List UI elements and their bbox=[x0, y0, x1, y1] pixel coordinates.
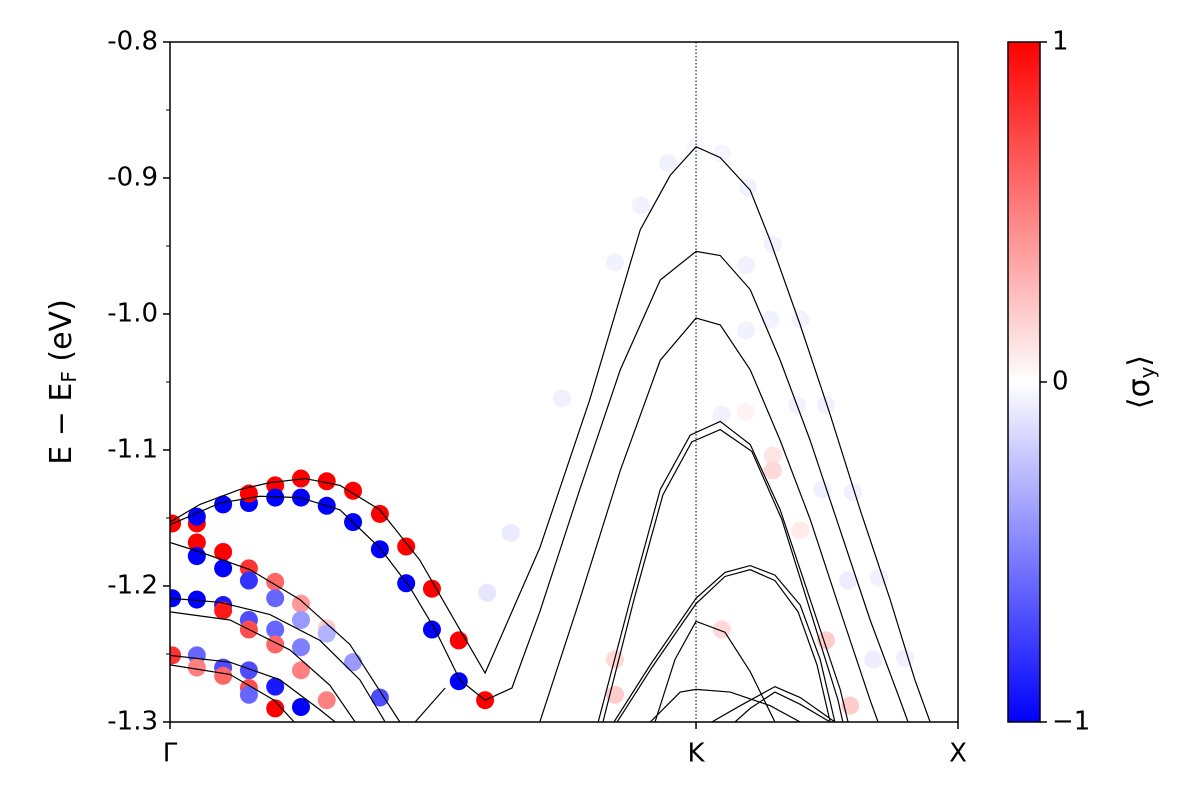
band-line bbox=[539, 317, 879, 722]
band-line bbox=[649, 688, 801, 722]
spin-dot bbox=[422, 620, 441, 639]
spin-dot bbox=[843, 483, 862, 502]
spin-dot bbox=[214, 495, 233, 514]
spin-dot bbox=[864, 650, 883, 669]
spin-dot bbox=[763, 235, 782, 254]
spin-dot bbox=[291, 594, 310, 613]
spin-dot bbox=[291, 661, 310, 680]
band-line bbox=[170, 664, 295, 722]
spin-dot bbox=[187, 658, 206, 677]
spin-dot bbox=[552, 389, 571, 408]
band-line bbox=[616, 569, 831, 722]
spin-dot bbox=[170, 646, 182, 665]
spin-dot bbox=[317, 624, 336, 643]
y-tick-label: -0.9 bbox=[107, 163, 158, 193]
spin-dot bbox=[501, 523, 520, 542]
spin-dot bbox=[266, 699, 285, 718]
colorbar-tick-label: −1 bbox=[1052, 707, 1090, 737]
spin-dot bbox=[870, 568, 889, 587]
band-line bbox=[170, 597, 386, 722]
colorbar-tick-label: 1 bbox=[1052, 27, 1069, 57]
colorbar bbox=[1007, 41, 1041, 723]
band-line bbox=[597, 420, 849, 722]
spin-dot bbox=[813, 480, 832, 499]
colorbar-tick-label: 0 bbox=[1052, 367, 1069, 397]
y-axis-label: E − EF (eV) bbox=[44, 299, 81, 465]
spin-dot bbox=[422, 579, 441, 598]
plot-frame bbox=[169, 41, 959, 723]
spin-dot bbox=[712, 405, 731, 424]
spin-dot bbox=[266, 572, 285, 591]
spin-dot bbox=[397, 537, 416, 556]
spin-dot bbox=[761, 310, 780, 329]
spin-dot bbox=[370, 504, 389, 523]
spin-dot bbox=[187, 547, 206, 566]
band-line bbox=[170, 611, 356, 722]
spin-dot bbox=[839, 571, 858, 590]
band-line bbox=[654, 620, 776, 722]
spin-dot bbox=[170, 514, 182, 533]
plot-area bbox=[170, 137, 931, 722]
spin-dot bbox=[239, 661, 258, 680]
spin-dot bbox=[737, 256, 756, 275]
colorbar-label: ⟨σy⟩ bbox=[1122, 355, 1159, 409]
spin-dot bbox=[266, 620, 285, 639]
spin-dot bbox=[214, 666, 233, 685]
spin-dot bbox=[214, 543, 233, 561]
spin-dot bbox=[816, 396, 835, 415]
spin-dot bbox=[266, 677, 285, 696]
spin-dot bbox=[214, 559, 233, 578]
spin-dot bbox=[449, 672, 468, 691]
spin-dot bbox=[606, 253, 625, 272]
spin-dot bbox=[478, 583, 497, 602]
band-line bbox=[414, 687, 446, 722]
spin-dot bbox=[631, 196, 650, 215]
spin-dot bbox=[737, 321, 756, 340]
spin-dot bbox=[737, 402, 756, 421]
spin-dot bbox=[449, 631, 468, 650]
x-tick-label: X bbox=[949, 739, 967, 769]
band-line bbox=[711, 685, 836, 722]
spin-dot bbox=[791, 521, 810, 540]
spin-dot bbox=[239, 685, 258, 704]
y-tick-label: -1.3 bbox=[107, 707, 158, 737]
x-tick-label: Γ bbox=[163, 739, 178, 769]
spin-dot bbox=[266, 589, 285, 608]
band-line bbox=[170, 145, 931, 722]
spin-dot bbox=[370, 688, 389, 707]
spin-dot bbox=[291, 638, 310, 657]
spin-dot bbox=[239, 571, 258, 590]
band-line bbox=[170, 654, 336, 722]
y-tick-label: -1.0 bbox=[107, 299, 158, 329]
spin-dot bbox=[763, 446, 782, 465]
spin-dot bbox=[791, 310, 810, 329]
spin-dot bbox=[214, 601, 233, 620]
spin-dot bbox=[712, 620, 731, 639]
band-line bbox=[613, 564, 836, 722]
spin-dot bbox=[187, 590, 206, 609]
band-line bbox=[170, 541, 401, 722]
band-line bbox=[734, 691, 831, 722]
spin-dot bbox=[317, 691, 336, 710]
spin-dot bbox=[344, 653, 363, 672]
spin-dot bbox=[317, 472, 336, 491]
spin-dot bbox=[291, 698, 310, 717]
y-tick-label: -0.8 bbox=[107, 27, 158, 57]
spin-dot bbox=[763, 461, 782, 480]
y-tick-label: -1.2 bbox=[107, 571, 158, 601]
spin-dot bbox=[266, 635, 285, 654]
spin-dot bbox=[266, 488, 285, 507]
spin-dot bbox=[291, 611, 310, 629]
x-tick-label: K bbox=[688, 739, 706, 769]
spin-dot bbox=[712, 144, 731, 163]
band-line bbox=[602, 428, 844, 722]
spin-dot bbox=[187, 507, 206, 526]
y-tick-label: -1.1 bbox=[107, 435, 158, 465]
spin-dot bbox=[659, 154, 678, 173]
spin-dot bbox=[895, 649, 914, 668]
band-line bbox=[170, 250, 909, 722]
spin-dot bbox=[344, 481, 363, 500]
spin-dot bbox=[187, 533, 206, 552]
